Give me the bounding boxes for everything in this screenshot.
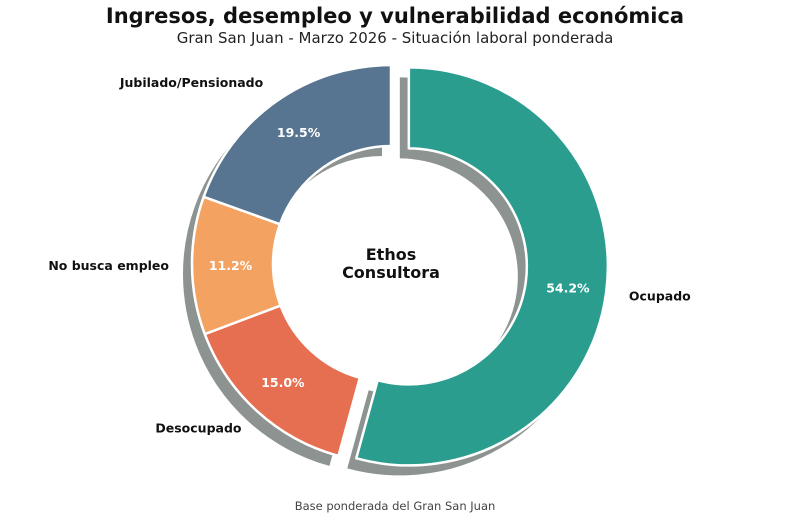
pct-label-desocupado: 15.0% — [261, 375, 305, 390]
pct-label-jubilado-pensionado: 19.5% — [277, 125, 321, 140]
center-text-line-1: Ethos — [366, 245, 416, 264]
pct-label-no-busca-empleo: 11.2% — [209, 258, 253, 273]
category-label-jubilado-pensionado: Jubilado/Pensionado — [119, 75, 264, 90]
pct-label-ocupado: 54.2% — [546, 280, 590, 295]
slice-layer — [190, 63, 610, 467]
chart-footer: Base ponderada del Gran San Juan — [294, 499, 496, 513]
category-label-ocupado: Ocupado — [629, 289, 691, 304]
chart-title: Ingresos, desempleo y vulnerabilidad eco… — [105, 4, 685, 28]
slice-ocupado — [355, 66, 610, 467]
label-layer: 54.2% Ocupado 15.0% Desocupado 11.2% No busca… — [48, 75, 691, 436]
center-text-line-2: Consultora — [342, 263, 440, 282]
chart-subtitle: Gran San Juan - Marzo 2026 - Situación l… — [176, 29, 614, 47]
category-label-no-busca-empleo: No busca empleo — [48, 258, 169, 273]
category-label-desocupado: Desocupado — [155, 421, 242, 436]
slice-jubilado-pensionado — [202, 63, 393, 226]
